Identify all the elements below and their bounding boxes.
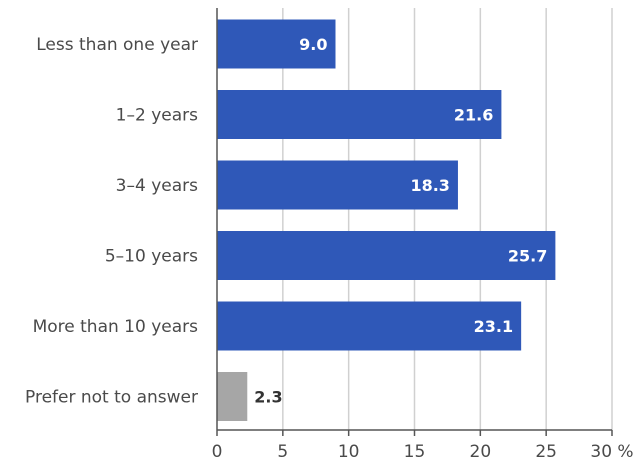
x-tick-label-10: 10 [338,442,360,461]
value-label-1-2-years: 21.6 [454,106,493,125]
axis-layer [216,8,613,436]
value-label-prefer-not-to-answer: 2.3 [254,388,282,407]
x-tick-label-5: 5 [277,442,288,461]
x-tick-label-15: 15 [404,442,426,461]
bar-prefer-not-to-answer [217,372,248,421]
category-label-3-4-years: 3–4 years [116,176,198,196]
category-label-prefer-not-to-answer: Prefer not to answer [25,388,198,408]
bar-1-2-years [217,90,502,139]
value-label-more-than-10-years: 23.1 [474,317,513,336]
value-label-5-10-years: 25.7 [508,247,547,266]
value-label-less-than-one-year: 9.0 [299,35,327,54]
bar-5-10-years [217,231,556,280]
value-label-3-4-years: 18.3 [410,176,449,195]
bar-more-than-10-years [217,301,522,351]
category-label-1-2-years: 1–2 years [116,106,198,126]
bar-layer [217,19,556,421]
x-tick-label-25: 25 [535,442,557,461]
category-label-more-than-10-years: More than 10 years [33,317,199,337]
bar-less-than-one-year [217,19,336,69]
x-tick-label-0: 0 [212,442,223,461]
label-layer: 0 5 10 15 20 25 30 % Less than one year 9.0 1–2 y… [25,35,634,461]
x-tick-label-30: 30 % [590,442,633,461]
category-label-less-than-one-year: Less than one year [36,35,198,55]
x-tick-label-20: 20 [470,442,492,461]
grid-layer [282,8,613,430]
category-label-5-10-years: 5–10 years [105,247,198,267]
bar-3-4-years [217,160,458,210]
